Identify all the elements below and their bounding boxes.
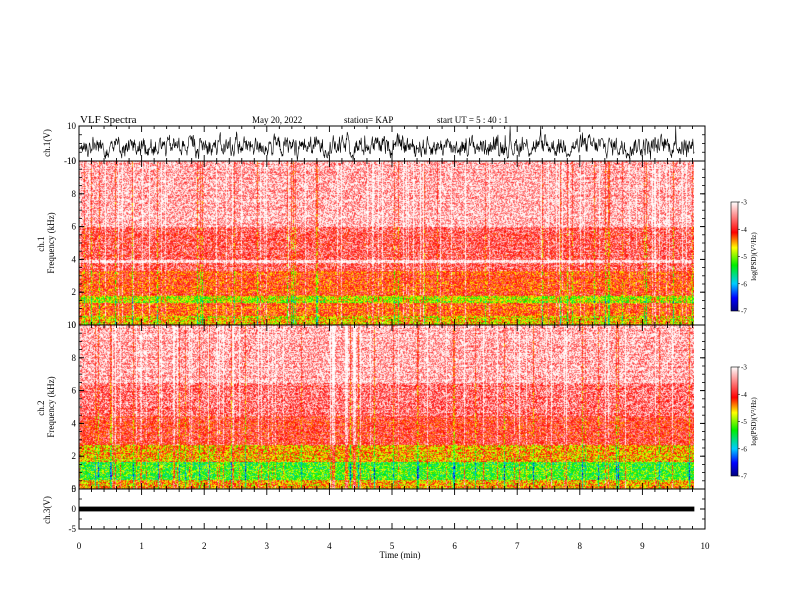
time-tick-label: 9 xyxy=(640,541,645,551)
ch2-spectrogram-ylabel: ch.2 Frequency (kHz) xyxy=(36,376,56,437)
ytick-label: 0 xyxy=(72,320,77,330)
colorbar-tick-label: -3 xyxy=(741,364,747,372)
start-time-label: start UT = 5 : 40 : 1 xyxy=(437,115,508,125)
colorbar-tick-label: -4 xyxy=(741,226,747,234)
time-tick-label: 10 xyxy=(701,541,711,551)
colorbar-tick-label: -7 xyxy=(741,308,747,316)
time-tick-label: 5 xyxy=(390,541,395,551)
ch1-waveform-line xyxy=(78,126,695,161)
ytick-label: 8 xyxy=(72,353,77,363)
date-label: May 20, 2022 xyxy=(252,115,302,125)
ch3-waveform-trace xyxy=(79,506,695,512)
colorbar-tick-label: -4 xyxy=(741,391,747,399)
figure-title: VLF Spectra xyxy=(80,114,137,126)
time-axis: 0 1 2 3 4 5 6 7 8 9 10 xyxy=(77,126,710,551)
spectrogram-pixels xyxy=(79,161,694,325)
colorbar-tick-label: -3 xyxy=(741,199,747,207)
time-tick-label: 1 xyxy=(139,541,144,551)
spectrogram-pixels xyxy=(79,325,694,489)
ch1-waveform-yticks: 10-10 xyxy=(64,121,705,166)
ytick-label: 0 xyxy=(72,484,77,494)
ytick-label: 5 xyxy=(72,484,77,494)
ytick-label: -10 xyxy=(64,156,76,166)
ytick-label: 6 xyxy=(72,222,77,232)
ch2-spectrogram-ylabel-freq: Frequency (kHz) xyxy=(46,376,56,437)
time-tick-label: 2 xyxy=(202,541,207,551)
ch3-waveform-yticks: 50-5 xyxy=(69,484,705,534)
colorbar-tick-label: -7 xyxy=(741,473,747,481)
ytick-label: 6 xyxy=(72,386,77,396)
ytick-label: 2 xyxy=(72,451,77,461)
ch1-spectrogram-ylabel-freq: Frequency (kHz) xyxy=(46,212,56,273)
ch1-waveform-trace xyxy=(78,126,695,161)
ch1-colorbar: -3 -4 -5 -6 -7 log(PSD)(V²/Hz) xyxy=(730,199,758,316)
ytick-label: 2 xyxy=(72,287,77,297)
ch2-spectrogram-image xyxy=(79,325,694,489)
ytick-label: 4 xyxy=(72,418,77,428)
ytick-label: 10 xyxy=(67,121,77,131)
ch1-spectrogram-image xyxy=(79,161,694,325)
colorbar-tick-label: -5 xyxy=(741,253,747,261)
colorbar-tick-label: -5 xyxy=(741,418,747,426)
ytick-label: 10 xyxy=(67,156,77,166)
ch1-waveform-ylabel: ch.1(V) xyxy=(42,129,52,157)
colorbar-tick-label: -6 xyxy=(741,280,747,288)
ch1-spectrogram-ylabel-channel: ch.1 xyxy=(36,237,46,252)
ch3-waveform-ylabel: ch.3(V) xyxy=(42,496,52,524)
colorbar-label: log(PSD)(V²/Hz) xyxy=(750,232,758,281)
time-tick-label: 0 xyxy=(77,541,82,551)
ch1-spectrogram-yticks: 0 2 4 6 8 10 xyxy=(67,156,705,330)
colorbar-tick-label: -6 xyxy=(741,445,747,453)
ch1-spectrogram-ylabel: ch.1 Frequency (kHz) xyxy=(36,212,56,273)
ch1-spectrogram-panel: 0 2 4 6 8 10 ch.1 Frequency (kHz) xyxy=(36,156,706,330)
time-tick-label: 6 xyxy=(452,541,457,551)
ch2-colorbar: -3 -4 -5 -6 -7 log(PSD)(V²/Hz) xyxy=(730,364,758,481)
ch3-waveform-line xyxy=(79,506,695,512)
ytick-label: -5 xyxy=(69,524,77,534)
colorbar-gradient xyxy=(730,366,739,477)
ch2-spectrogram-yticks: 0 2 4 6 8 10 xyxy=(67,320,705,494)
ytick-label: 8 xyxy=(72,189,77,199)
ytick-label: 10 xyxy=(67,320,77,330)
ch2-spectrogram-ylabel-channel: ch.2 xyxy=(36,401,46,416)
time-tick-label: 7 xyxy=(515,541,520,551)
time-tick-label: 4 xyxy=(327,541,332,551)
colorbar-gradient xyxy=(730,201,739,312)
ytick-label: 0 xyxy=(72,504,77,514)
time-axis-label: Time (min) xyxy=(380,550,421,560)
station-label: station= KAP xyxy=(344,115,393,125)
ytick-label: 4 xyxy=(72,254,77,264)
time-tick-label: 8 xyxy=(578,541,583,551)
time-tick-label: 3 xyxy=(265,541,270,551)
colorbar-label: log(PSD)(V²/Hz) xyxy=(750,397,758,446)
ch2-spectrogram-panel: 0 2 4 6 8 10 ch.2 Frequency (kHz) xyxy=(36,320,706,494)
